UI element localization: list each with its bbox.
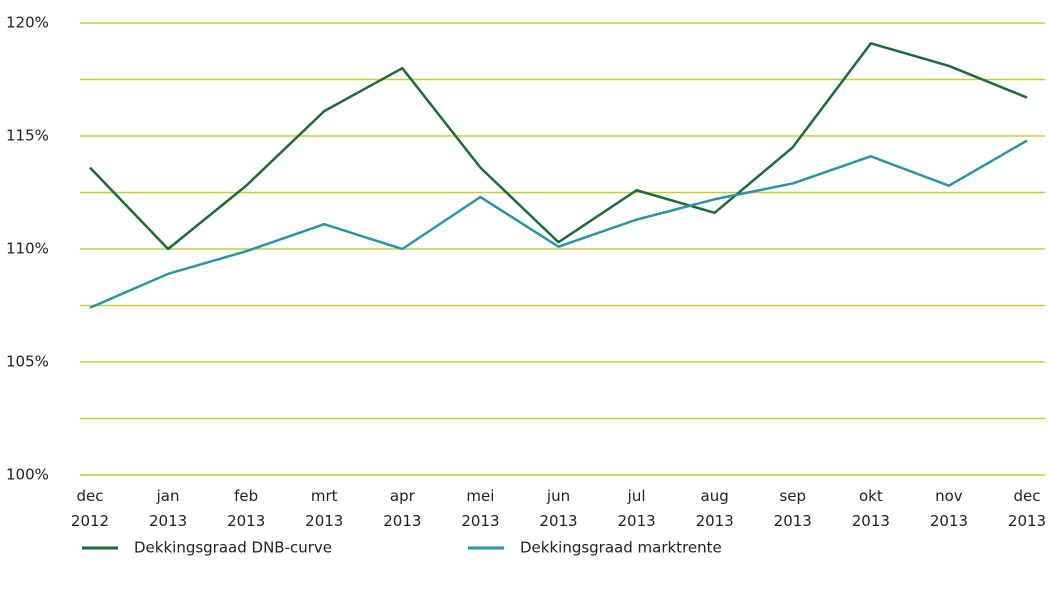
x-tick-year: 2013 (774, 512, 812, 530)
x-tick-label: sep 2013 (774, 487, 812, 530)
y-tick-label: 120% (6, 14, 49, 32)
x-tick-year: 2013 (383, 512, 421, 530)
x-tick-label: jul 2013 (617, 487, 655, 530)
x-tick-month: feb (234, 487, 258, 505)
x-tick-label: feb 2013 (227, 487, 265, 530)
x-tick-label: dec 2013 (1008, 487, 1046, 530)
x-tick-year: 2013 (696, 512, 734, 530)
x-tick-month: nov (935, 487, 963, 505)
y-tick-label: 110% (6, 240, 49, 258)
x-tick-year: 2013 (1008, 512, 1046, 530)
y-tick-label: 115% (6, 127, 49, 145)
x-tick-label: okt 2013 (852, 487, 890, 530)
x-tick-month: dec (77, 487, 104, 505)
x-tick-month: jul (627, 487, 646, 505)
x-tick-year: 2013 (149, 512, 187, 530)
line-series (89, 42, 1028, 251)
x-tick-month: jun (546, 487, 570, 505)
legend-label: Dekkingsgraad marktrente (520, 539, 722, 557)
x-tick-month: mrt (311, 487, 338, 505)
x-tick-year: 2013 (617, 512, 655, 530)
x-tick-month: dec (1014, 487, 1041, 505)
x-tick-month: jan (156, 487, 180, 505)
legend-label: Dekkingsgraad DNB-curve (134, 539, 332, 557)
x-tick-month: mei (466, 487, 494, 505)
x-tick-label: mei 2013 (461, 487, 499, 530)
x-tick-month: aug (701, 487, 729, 505)
x-tick-year: 2013 (539, 512, 577, 530)
x-tick-year: 2013 (852, 512, 890, 530)
x-tick-month: apr (390, 487, 416, 505)
x-tick-year: 2012 (71, 512, 109, 530)
x-tick-year: 2013 (227, 512, 265, 530)
y-tick-label: 100% (6, 466, 49, 484)
x-tick-label: nov 2013 (930, 487, 968, 530)
x-tick-year: 2013 (461, 512, 499, 530)
x-tick-label: mrt 2013 (305, 487, 343, 530)
x-tick-label: jun 2013 (539, 487, 577, 530)
y-tick-label: 105% (6, 353, 49, 371)
line-series (89, 139, 1028, 309)
x-tick-label: apr 2013 (383, 487, 421, 530)
x-tick-month: okt (859, 487, 883, 505)
x-tick-year: 2013 (930, 512, 968, 530)
x-tick-label: aug 2013 (696, 487, 734, 530)
x-tick-label: jan 2013 (149, 487, 187, 530)
x-tick-label: dec 2012 (71, 487, 109, 530)
x-tick-year: 2013 (305, 512, 343, 530)
x-tick-month: sep (779, 487, 806, 505)
